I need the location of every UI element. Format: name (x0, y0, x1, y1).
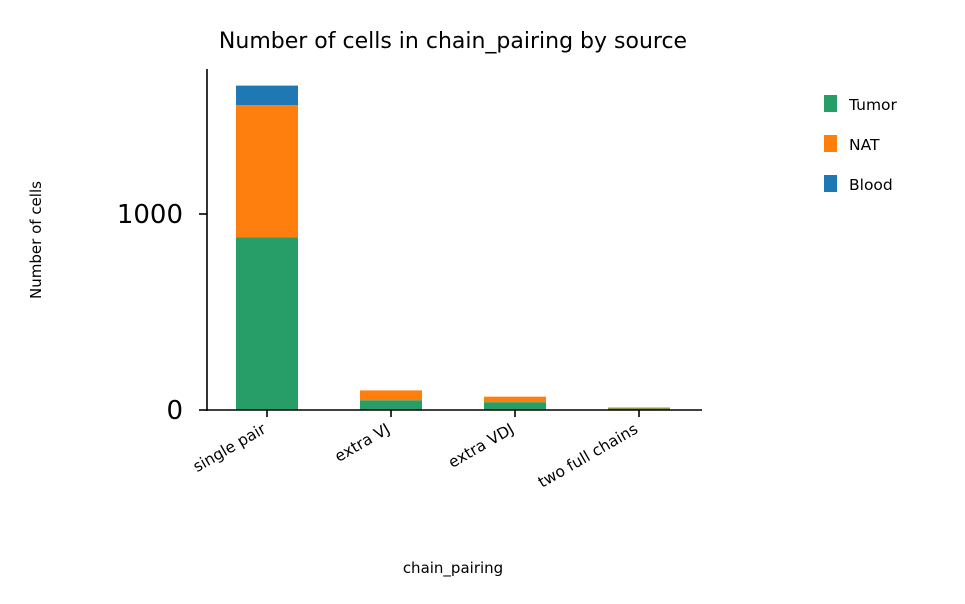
bar-blood-single-pair (236, 85, 298, 106)
legend-label-nat: NAT (849, 136, 880, 154)
legend-swatch-tumor (824, 95, 837, 112)
x-ticks: single pair extra VJ extra VDJ two full cha… (190, 410, 641, 491)
x-tick-label: extra VJ (332, 420, 393, 466)
bar-nat-extra-vj (360, 390, 422, 401)
chart-title: Number of cells in chain_pairing by sour… (219, 29, 687, 54)
legend-swatch-nat (824, 135, 837, 152)
bar-nat-extra-vdj (484, 396, 546, 403)
y-tick-label: 1000 (117, 200, 183, 230)
legend-label-tumor: Tumor (848, 96, 898, 114)
x-tick-label: extra VDJ (445, 420, 517, 472)
legend-label-blood: Blood (849, 176, 893, 194)
bars-group (236, 85, 670, 410)
bar-nat-two-full-chains (608, 407, 670, 409)
x-tick-label: two full chains (535, 420, 641, 492)
x-axis-label: chain_pairing (403, 559, 503, 578)
x-tick-label: single pair (190, 420, 270, 476)
y-axis-label: Number of cells (27, 181, 45, 299)
bar-tumor-extra-vdj (484, 402, 546, 410)
legend-swatch-blood (824, 175, 837, 192)
legend: Tumor NAT Blood (824, 95, 898, 194)
bar-tumor-extra-vj (360, 400, 422, 410)
y-tick-label: 0 (166, 396, 183, 426)
bar-tumor-single-pair (236, 237, 298, 410)
y-ticks: 0 1000 (117, 200, 207, 426)
bar-nat-single-pair (236, 105, 298, 238)
